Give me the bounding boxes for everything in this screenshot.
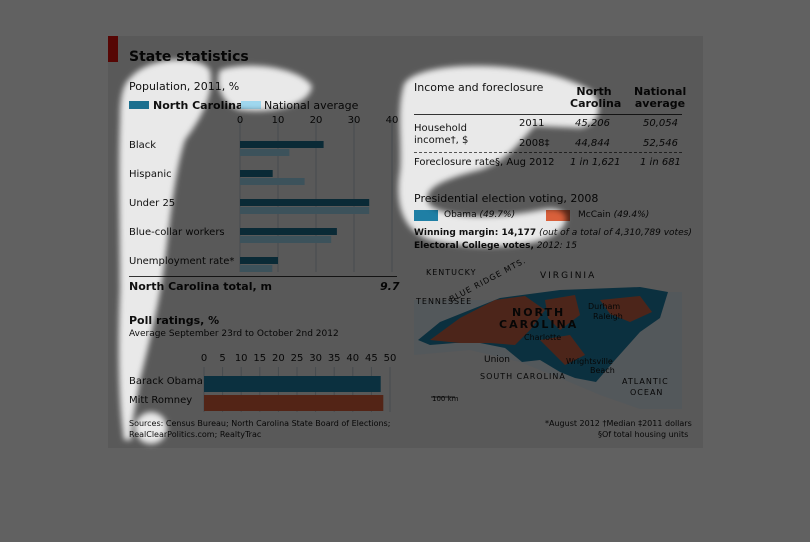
city-union: Union <box>484 355 511 365</box>
city-charlotte: Charlotte <box>524 333 562 342</box>
city-beach: Beach <box>590 366 615 375</box>
city-durham: Durham <box>588 302 621 311</box>
city-wrightsville: Wrightsville <box>566 357 613 366</box>
footnote-line-1: *August 2012 †Median ‡2011 dollars <box>545 419 692 428</box>
map-label-atlantic: ATLANTIC <box>622 377 669 386</box>
sources-line-1: Sources: Census Bureau; North Carolina S… <box>129 419 391 428</box>
city-raleigh: Raleigh <box>593 312 623 321</box>
map-label-tennessee: TENNESSEE <box>416 297 473 306</box>
map-label-kentucky: KENTUCKY <box>426 268 477 277</box>
map-label-carolina: CAROLINA <box>499 318 579 331</box>
map-label-ocean: OCEAN <box>630 388 664 397</box>
map-label-south-carolina: SOUTH CAROLINA <box>480 372 566 381</box>
footnote-line-2: §Of total housing units <box>598 430 689 439</box>
map-label-virginia: VIRGINIA <box>540 271 597 281</box>
sources-line-2: RealClearPolitics.com; RealtyTrac <box>129 430 262 439</box>
scale-label: 100 km <box>432 395 459 403</box>
